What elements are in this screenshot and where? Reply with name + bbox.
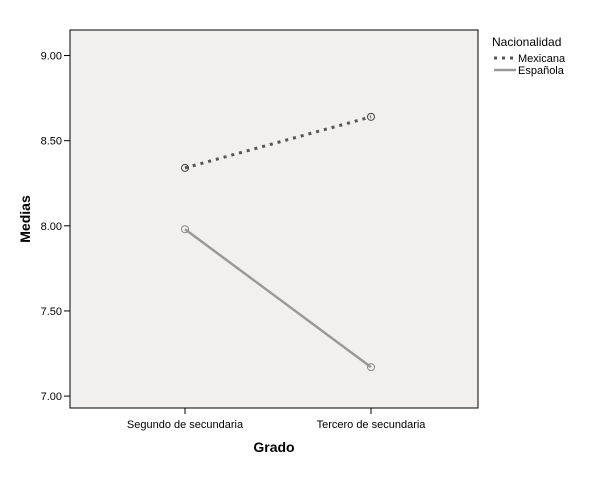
point-mexicana-1 [367, 112, 375, 121]
x-tick-label-0: Segundo de secundaria [127, 419, 244, 431]
legend-label-española: Española [518, 65, 565, 77]
plot-area [69, 29, 479, 409]
point-mexicana-0 [181, 163, 189, 172]
x-axis: Segundo de secundaria Tercero de secundar… [127, 408, 426, 431]
x-tick-label-1: Tercero de secundaria [317, 419, 427, 431]
y-tick-label-3: 7.50 [41, 306, 62, 318]
y-tick-label-0: 9.00 [41, 51, 62, 63]
legend-label-mexicana: Mexicana [518, 53, 566, 65]
y-axis: 9.00 8.50 8.00 7.50 7.00 [41, 51, 70, 403]
legend-title: Nacionalidad [492, 35, 561, 49]
y-tick-label-2: 8.00 [41, 221, 62, 233]
y-tick-label-4: 7.00 [41, 391, 62, 403]
series-layer [181, 112, 375, 372]
series-line-española [184, 228, 372, 369]
y-tick-label-1: 8.50 [41, 136, 62, 148]
point-española-0 [181, 225, 189, 234]
x-axis-title: Grado [253, 439, 294, 455]
series-line-mexicana [184, 115, 372, 170]
point-española-1 [367, 363, 375, 372]
y-axis-title: Medias [17, 195, 33, 243]
